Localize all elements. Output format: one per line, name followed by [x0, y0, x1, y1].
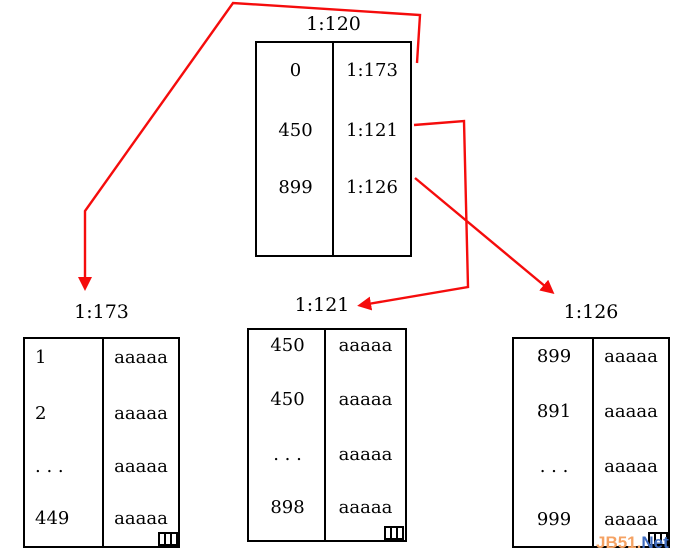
pointer-cell: 1:121	[346, 120, 398, 141]
watermark-prefix: JB51.	[596, 533, 642, 552]
key-cell: 450	[270, 389, 305, 410]
page-cells-icon	[648, 532, 668, 546]
leaf-table-1-126: 899 aaaaa 891 aaaaa . . . aaaaa 999 aaaa…	[512, 337, 670, 548]
table-row: 1 aaaaa	[25, 345, 178, 371]
key-cell: . . .	[539, 456, 569, 477]
table-row: 450 aaaaa	[249, 333, 405, 359]
table-row: 999 aaaaa	[514, 507, 668, 533]
table-row: 899 aaaaa	[514, 344, 668, 370]
data-cell: aaaaa	[114, 347, 168, 368]
leaf-table-title: 1:126	[563, 301, 619, 323]
table-row: . . . aaaaa	[514, 454, 668, 480]
leaf-table-1-121: 450 aaaaa 450 aaaaa . . . aaaaa 898 aaaa…	[247, 328, 407, 542]
arrow-root-to-1-126	[414, 177, 555, 295]
leaf-table-1-173: 1 aaaaa 2 aaaaa . . . aaaaa 449 aaaaa	[23, 337, 180, 548]
data-cell: aaaaa	[338, 497, 393, 518]
table-row: 899 1:126	[257, 175, 410, 201]
table-row: 449 aaaaa	[25, 506, 178, 532]
key-cell: 999	[536, 509, 572, 530]
table-row: . . . aaaaa	[249, 442, 405, 468]
leaf-table-title: 1:173	[74, 301, 129, 323]
data-cell: aaaaa	[338, 389, 393, 410]
root-index-table: 0 1:173 450 1:121 899 1:126	[255, 41, 412, 257]
column-divider	[332, 43, 334, 255]
key-cell: 1	[35, 347, 47, 368]
data-cell: aaaaa	[114, 508, 168, 529]
data-cell: aaaaa	[338, 335, 393, 356]
data-cell: aaaaa	[114, 403, 168, 424]
root-table-title: 1:120	[306, 13, 361, 35]
watermark-suffix: Net	[641, 533, 669, 552]
key-cell: 898	[270, 497, 305, 518]
data-cell: aaaaa	[604, 509, 658, 530]
column-divider	[592, 339, 594, 546]
key-cell: 450	[270, 335, 305, 356]
key-cell: 891	[536, 401, 572, 422]
data-cell: aaaaa	[604, 456, 658, 477]
key-cell: 0	[289, 60, 302, 81]
table-row: 898 aaaaa	[249, 495, 405, 521]
table-row: 450 1:121	[257, 118, 410, 144]
table-row: 0 1:173	[257, 58, 410, 84]
table-row: . . . aaaaa	[25, 454, 178, 480]
data-cell: aaaaa	[114, 456, 168, 477]
pointer-cell: 1:126	[346, 177, 398, 198]
key-cell: . . .	[35, 456, 64, 477]
table-row: 450 aaaaa	[249, 387, 405, 413]
watermark: JB51.Net	[596, 533, 669, 553]
data-cell: aaaaa	[604, 401, 658, 422]
key-cell: 899	[278, 177, 313, 198]
column-divider	[102, 339, 104, 546]
leaf-table-title: 1:121	[294, 294, 350, 316]
pointer-cell: 1:173	[346, 60, 398, 81]
key-cell: 899	[536, 346, 572, 367]
table-row: 2 aaaaa	[25, 401, 178, 427]
key-cell: . . .	[273, 444, 302, 465]
data-cell: aaaaa	[338, 444, 393, 465]
key-cell: 449	[35, 508, 70, 529]
page-cells-icon	[158, 532, 178, 546]
table-row: 891 aaaaa	[514, 399, 668, 425]
page-cells-icon	[384, 526, 404, 540]
data-cell: aaaaa	[604, 346, 658, 367]
key-cell: 450	[278, 120, 313, 141]
column-divider	[324, 330, 326, 540]
key-cell: 2	[35, 403, 47, 424]
